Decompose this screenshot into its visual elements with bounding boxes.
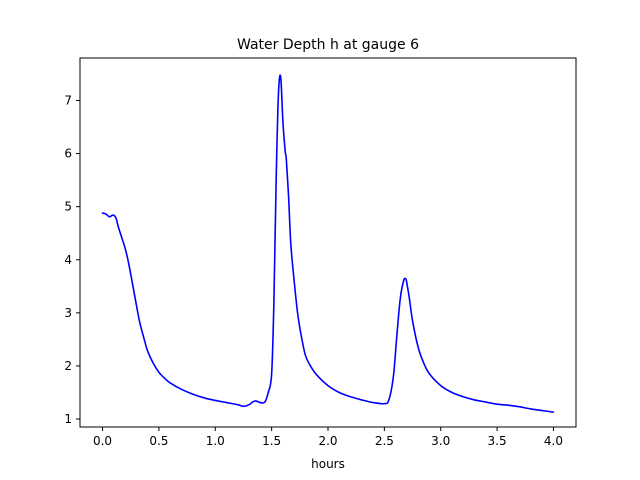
series-layer	[101, 74, 555, 413]
chart-title: Water Depth h at gauge 6	[237, 37, 419, 53]
x-tick-label: 1.5	[262, 434, 281, 448]
y-tick-label: 7	[64, 93, 72, 107]
y-axis: 1 2 3 4 5 6 7	[64, 93, 80, 426]
x-tick-label: 3.5	[488, 434, 507, 448]
x-tick-label: 1.0	[206, 434, 225, 448]
y-tick-label: 1	[64, 412, 72, 426]
x-axis: 0.0 0.5 1.0 1.5 2.0 2.5 3.0 3.5 4.0	[93, 427, 563, 448]
x-axis-label: hours	[311, 457, 345, 471]
y-tick-label: 4	[64, 253, 72, 267]
y-tick-label: 2	[64, 359, 72, 373]
x-tick-label: 2.5	[375, 434, 394, 448]
x-tick-label: 0.0	[93, 434, 112, 448]
y-tick-label: 5	[64, 200, 72, 214]
x-tick-label: 4.0	[544, 434, 563, 448]
x-tick-label: 2.0	[318, 434, 337, 448]
series-line	[101, 74, 555, 413]
x-tick-label: 3.0	[431, 434, 450, 448]
y-tick-label: 3	[64, 306, 72, 320]
x-tick-label: 0.5	[149, 434, 168, 448]
y-tick-label: 6	[64, 147, 72, 161]
